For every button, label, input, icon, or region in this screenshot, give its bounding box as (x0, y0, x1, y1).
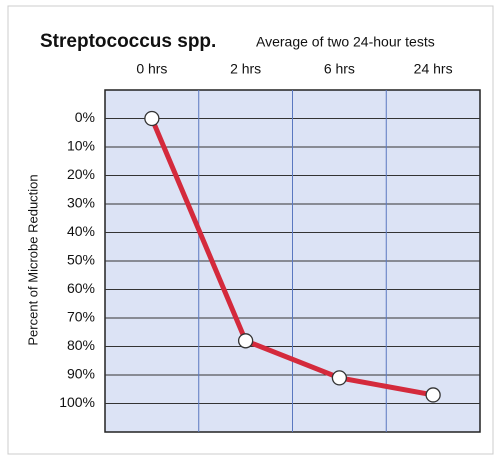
y-tick-label: 30% (67, 195, 95, 211)
data-line (149, 117, 434, 398)
data-point (144, 110, 160, 127)
x-tick-label: 0 hrs (136, 61, 167, 77)
y-tick-label: 70% (67, 309, 95, 325)
y-tick-label: 60% (67, 280, 95, 296)
data-point (425, 387, 441, 403)
y-tick-label: 20% (67, 166, 95, 182)
y-tick-label: 100% (59, 394, 95, 410)
x-tick-label: 2 hrs (230, 61, 261, 77)
y-tick-label: 80% (67, 337, 95, 353)
data-point (331, 370, 348, 386)
data-point (237, 333, 254, 349)
y-tick-label: 40% (67, 223, 95, 239)
y-tick-label: 90% (67, 366, 95, 382)
y-tick-label: 10% (67, 138, 95, 154)
chart-subtitle: Average of two 24-hour tests (256, 34, 435, 50)
y-axis-label: Percent of Microbe Reduction (25, 174, 40, 345)
x-tick-label: 6 hrs (324, 61, 355, 77)
y-tick-label: 50% (67, 252, 95, 268)
chart-title: Streptococcus spp. (40, 31, 216, 52)
x-tick-label: 24 hrs (414, 61, 453, 77)
y-tick-label: 0% (75, 109, 95, 125)
